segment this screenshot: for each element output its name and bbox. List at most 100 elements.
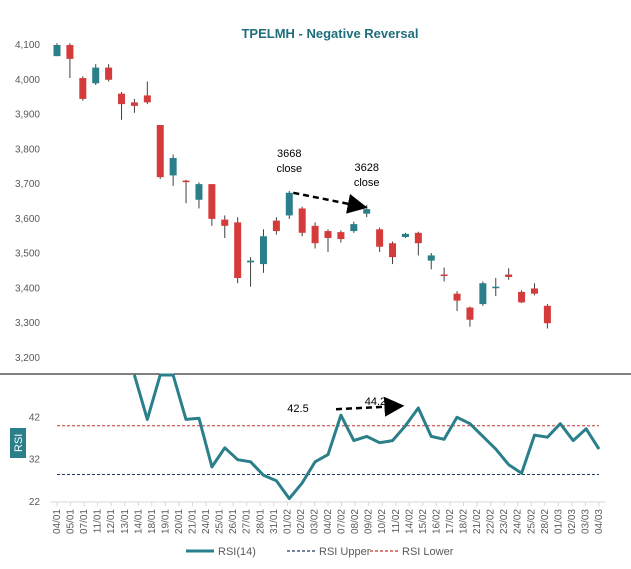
candle-body — [350, 224, 358, 232]
candle — [376, 227, 384, 252]
candle-body — [518, 291, 526, 303]
candle — [350, 221, 358, 233]
candle-body — [143, 95, 151, 103]
candle-body — [543, 305, 551, 324]
candle — [92, 64, 100, 85]
candle-body — [414, 232, 422, 244]
candle — [272, 217, 280, 235]
candle-body — [156, 124, 164, 178]
candle — [518, 290, 526, 304]
x-tick-label: 02/03 — [567, 509, 578, 534]
legend: RSI(14) RSI Upper RSI Lower — [186, 546, 454, 558]
x-tick-label: 11/01 — [93, 509, 104, 534]
candle — [195, 182, 203, 209]
candle-body — [389, 243, 397, 258]
x-tick-label: 04/02 — [323, 509, 334, 534]
candle — [440, 267, 448, 282]
x-tick-label: 04/03 — [594, 509, 605, 534]
candle-body — [298, 208, 306, 233]
candle-body — [234, 222, 242, 279]
candle — [79, 76, 87, 101]
x-tick-label: 23/02 — [499, 509, 510, 534]
legend-item: RSI(14) — [186, 546, 256, 558]
candle-body — [440, 274, 448, 277]
legend-item: RSI Upper — [287, 546, 371, 558]
legend-label: RSI(14) — [218, 546, 256, 558]
x-tick-label: 25/01 — [215, 509, 226, 534]
candle-body — [79, 78, 87, 99]
rsi-line — [132, 373, 601, 501]
x-tick-label: 13/01 — [120, 509, 131, 534]
legend-label: RSI Upper — [319, 546, 371, 558]
price-y-tick: 3,300 — [15, 318, 40, 329]
candle — [221, 215, 229, 239]
candle-body — [53, 45, 61, 57]
x-tick-label: 31/01 — [269, 509, 280, 534]
price-y-tick: 3,900 — [15, 110, 40, 121]
candle — [143, 81, 151, 105]
candle — [389, 241, 397, 265]
x-tick-label: 20/01 — [174, 509, 185, 534]
x-tick-label: 03/02 — [309, 509, 320, 534]
x-tick-label: 14/01 — [133, 509, 144, 534]
price-y-tick: 3,800 — [15, 144, 40, 155]
candle — [169, 154, 177, 186]
x-tick-label: 01/03 — [553, 509, 564, 534]
rsi-annotation-label: 44.2 — [365, 396, 386, 408]
candle — [182, 179, 190, 204]
candle — [505, 268, 513, 280]
candle — [156, 124, 164, 179]
rsi-y-tick: 42 — [29, 412, 41, 423]
rsi-trend-arrow — [335, 396, 405, 417]
x-tick-label: 09/02 — [364, 509, 375, 534]
candle — [453, 291, 461, 312]
candle-body — [466, 307, 474, 320]
candle — [492, 278, 500, 297]
price-y-tick: 3,500 — [15, 249, 40, 260]
candle — [479, 281, 487, 306]
rsi-y-tick: 22 — [29, 497, 41, 508]
candle-body — [479, 283, 487, 305]
chart-title: TPELMH - Negative Reversal — [241, 26, 418, 41]
x-tick-label: 01/02 — [282, 509, 293, 534]
price-y-tick: 4,100 — [15, 40, 40, 51]
candle-body — [505, 274, 513, 277]
candle — [324, 229, 332, 252]
x-tick-label: 07/01 — [79, 509, 90, 534]
candlestick-series — [53, 43, 551, 329]
x-axis: 04/01 05/01 07/01 11/01 12/01 13/01 14/01 18/01… — [50, 501, 606, 534]
price-y-tick: 4,000 — [15, 75, 40, 86]
candle — [530, 283, 538, 296]
x-tick-label: 07/02 — [337, 509, 348, 534]
candle — [66, 43, 74, 79]
candle — [247, 257, 255, 287]
x-tick-label: 24/01 — [201, 509, 212, 534]
rsi-axis-title: RSI — [13, 434, 25, 452]
candle — [53, 43, 61, 57]
x-tick-label: 24/02 — [513, 509, 524, 534]
candle-body — [363, 209, 371, 214]
price-annotation-label: 3668 — [277, 148, 301, 160]
x-tick-label: 18/02 — [459, 509, 470, 534]
x-tick-label: 21/02 — [472, 509, 483, 534]
price-trend-arrow — [293, 191, 368, 214]
x-tick-label: 05/01 — [66, 509, 77, 534]
candle-body — [311, 225, 319, 244]
legend-item: RSI Lower — [370, 546, 454, 558]
price-annotation-label: close — [354, 177, 380, 189]
candle-body — [259, 236, 267, 265]
candle — [427, 252, 435, 270]
x-tick-label: 18/01 — [147, 509, 158, 534]
price-y-tick: 3,600 — [15, 214, 40, 225]
x-tick-label: 15/02 — [418, 509, 429, 534]
candle — [208, 184, 216, 226]
candle — [414, 231, 422, 256]
candle-body — [118, 93, 126, 105]
candle — [118, 91, 126, 120]
candle-body — [208, 184, 216, 219]
legend-label: RSI Lower — [402, 546, 454, 558]
candle — [466, 306, 474, 327]
candle — [298, 206, 306, 237]
price-y-tick: 3,200 — [15, 353, 40, 364]
